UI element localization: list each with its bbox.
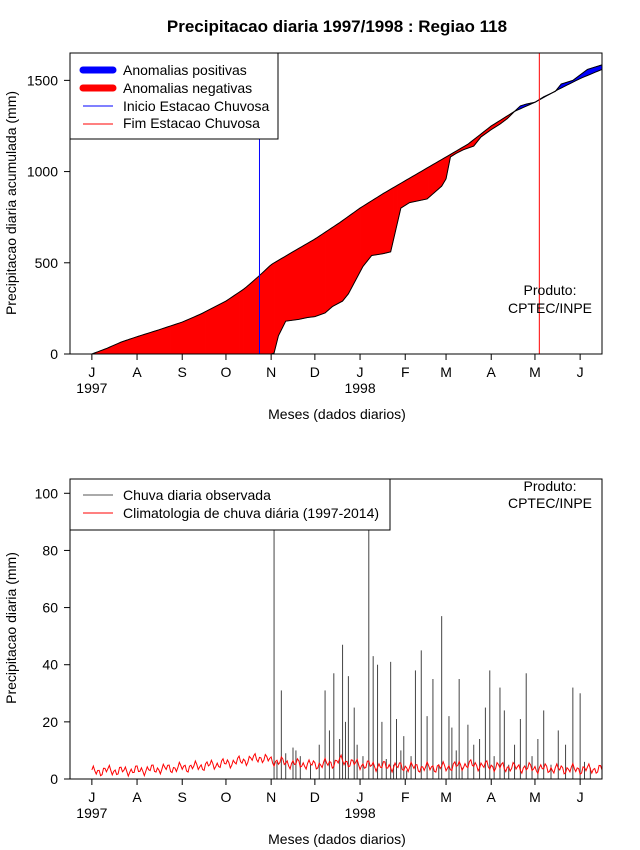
x-tick-label: D [310, 789, 320, 805]
x-axis-label: Meses (dados diarios) [268, 406, 406, 422]
x-tick-label: J [88, 789, 95, 805]
climatology-daily-line [91, 752, 603, 778]
x-tick-label: O [221, 789, 232, 805]
x-tick-label: N [266, 364, 276, 380]
x-tick-label: J [357, 789, 364, 805]
year-label: 1998 [344, 380, 375, 396]
cumulative-panel: Precipitacao diaria 1997/1998 : Regiao 1… [3, 17, 603, 422]
product-label-line2: CPTEC/INPE [508, 300, 592, 316]
y-tick-label: 500 [35, 255, 59, 271]
product-label-2-line2: CPTEC/INPE [508, 495, 592, 511]
legend-label-observed: Chuva diaria observada [123, 487, 271, 503]
x-tick-label: A [132, 364, 142, 380]
y-tick-label: 60 [42, 600, 58, 616]
x-tick-label: M [440, 789, 452, 805]
y-axis-2: 0 20 40 60 80 100 [35, 485, 70, 787]
y-axis-label-2: Precipitacao diaria (mm) [3, 552, 19, 704]
legend-label-season-end: Fim Estacao Chuvosa [123, 115, 260, 131]
legend-box-2 [69, 478, 391, 531]
legend: Anomalias positivas Anomalias negativas … [69, 52, 279, 140]
legend-2: Chuva diaria observada Climatologia de c… [69, 478, 391, 531]
x-tick-label: F [401, 789, 410, 805]
chart-title: Precipitacao diaria 1997/1998 : Regiao 1… [167, 17, 507, 36]
product-label-line1: Produto: [524, 282, 577, 298]
legend-label-season-start: Inicio Estacao Chuvosa [123, 98, 270, 114]
x-tick-label: N [266, 789, 276, 805]
legend-label-positive: Anomalias positivas [123, 62, 247, 78]
x-tick-label: O [221, 364, 232, 380]
year-label: 1998 [344, 805, 375, 821]
x-tick-label: M [440, 364, 452, 380]
x-tick-label: A [487, 789, 497, 805]
legend-label-negative: Anomalias negativas [123, 80, 252, 96]
y-tick-label: 100 [35, 485, 59, 501]
legend-label-climatology: Climatologia de chuva diária (1997-2014) [123, 505, 379, 521]
x-tick-label: J [577, 364, 584, 380]
y-axis: 0 500 1000 1500 [27, 72, 70, 362]
product-label-2-line1: Produto: [524, 478, 577, 494]
y-tick-label: 80 [42, 542, 58, 558]
x-axis-label-2: Meses (dados diarios) [268, 831, 406, 847]
x-tick-label: J [88, 364, 95, 380]
y-tick-label: 40 [42, 657, 58, 673]
year-label: 1997 [76, 380, 107, 396]
x-tick-label: S [178, 364, 187, 380]
x-tick-label: M [529, 364, 541, 380]
x-tick-label: F [401, 364, 410, 380]
daily-series [91, 527, 603, 780]
y-tick-label: 1000 [27, 164, 58, 180]
x-tick-label: M [529, 789, 541, 805]
year-label: 1997 [76, 805, 107, 821]
y-tick-label: 0 [50, 771, 58, 787]
climatology-cumulative-line [91, 68, 603, 355]
y-tick-label: 20 [42, 714, 58, 730]
x-tick-label: S [178, 789, 187, 805]
x-tick-label: A [132, 789, 142, 805]
y-tick-label: 0 [50, 346, 58, 362]
x-tick-label: J [577, 789, 584, 805]
x-tick-label: J [357, 364, 364, 380]
y-tick-label: 1500 [27, 72, 58, 88]
x-tick-label: D [310, 364, 320, 380]
anomaly-fill [91, 64, 603, 355]
x-tick-label: A [487, 364, 497, 380]
y-axis-label: Precipitacao diaria acumulada (mm) [3, 91, 19, 315]
